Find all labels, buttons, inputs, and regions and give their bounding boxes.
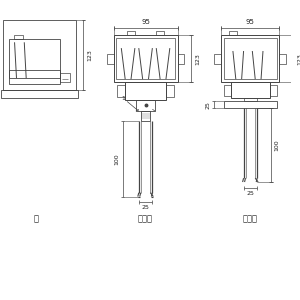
Bar [60,73,70,82]
Text: 123: 123 [195,53,200,65]
Text: 25: 25 [205,101,210,109]
Bar [156,31,164,35]
Text: 螺纹型: 螺纹型 [138,214,153,223]
Text: 型: 型 [33,214,38,223]
Text: 123: 123 [297,53,300,65]
Bar [116,38,175,79]
Bar [9,70,60,84]
Bar [178,54,184,64]
Bar [244,98,257,101]
Bar [1,90,78,98]
Text: 25: 25 [246,191,254,196]
Bar [280,54,286,64]
Text: 100: 100 [274,139,280,151]
Bar [221,35,280,82]
Text: 1: 1 [121,95,125,101]
Bar [166,85,174,97]
Text: 25: 25 [142,205,149,210]
Bar [270,85,277,96]
Text: 95: 95 [246,19,255,25]
Bar [127,31,135,35]
Text: 卫生型: 卫生型 [243,214,258,223]
Bar [107,54,113,64]
Text: 100: 100 [114,153,119,164]
Bar [3,20,76,90]
Bar [14,34,23,39]
Bar [141,111,150,121]
Bar [229,31,237,35]
Bar [113,35,178,82]
Bar [214,54,221,64]
Bar [224,85,231,96]
Bar [117,85,125,97]
Bar [9,39,60,78]
Bar [136,100,155,111]
Bar [224,38,277,79]
Bar [224,101,277,108]
Text: 95: 95 [141,19,150,25]
Bar [231,82,270,98]
Text: 123: 123 [87,49,92,61]
Bar [125,82,166,100]
